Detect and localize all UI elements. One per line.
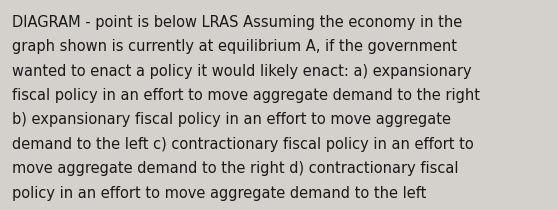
Text: move aggregate demand to the right d) contractionary fiscal: move aggregate demand to the right d) co… — [12, 161, 459, 176]
Text: b) expansionary fiscal policy in an effort to move aggregate: b) expansionary fiscal policy in an effo… — [12, 112, 451, 127]
Text: demand to the left c) contractionary fiscal policy in an effort to: demand to the left c) contractionary fis… — [12, 137, 474, 152]
Text: DIAGRAM - point is below LRAS Assuming the economy in the: DIAGRAM - point is below LRAS Assuming t… — [12, 15, 463, 30]
Text: wanted to enact a policy it would likely enact: a) expansionary: wanted to enact a policy it would likely… — [12, 64, 472, 79]
Text: policy in an effort to move aggregate demand to the left: policy in an effort to move aggregate de… — [12, 186, 427, 201]
Text: graph shown is currently at equilibrium A, if the government: graph shown is currently at equilibrium … — [12, 39, 457, 54]
Text: fiscal policy in an effort to move aggregate demand to the right: fiscal policy in an effort to move aggre… — [12, 88, 480, 103]
